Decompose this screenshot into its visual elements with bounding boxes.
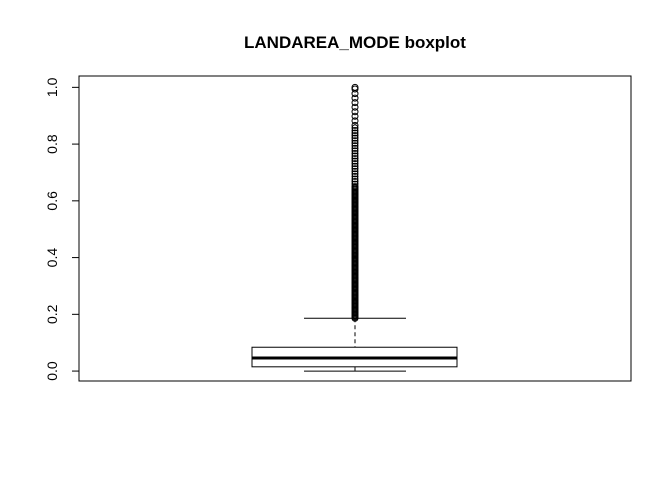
y-tick-label: 1.0 <box>44 77 60 97</box>
outlier-point <box>351 103 359 111</box>
chart-title: LANDAREA_MODE boxplot <box>244 33 466 52</box>
outlier-point <box>351 144 359 152</box>
outlier-point <box>351 83 359 91</box>
outlier-point <box>351 147 359 155</box>
outlier-point <box>351 183 359 191</box>
outlier-point <box>351 137 359 145</box>
outlier-point <box>351 167 359 175</box>
outlier-point <box>351 139 359 147</box>
outlier-point <box>351 142 359 150</box>
outlier-point <box>351 162 359 170</box>
y-tick-label: 0.6 <box>44 191 60 211</box>
outlier-point <box>351 94 359 102</box>
outlier-point <box>351 160 359 168</box>
outlier-point <box>351 129 359 137</box>
outlier-point <box>351 170 359 178</box>
outlier-points <box>351 83 359 322</box>
outlier-point <box>351 117 359 125</box>
box <box>251 317 458 372</box>
y-axis: 0.0 0.2 0.4 0.6 0.8 1.0 <box>44 77 80 381</box>
outlier-point <box>351 108 359 116</box>
outlier-point <box>351 155 359 163</box>
outlier-point <box>351 149 359 157</box>
outlier-point <box>351 157 359 165</box>
y-tick-label: 0.4 <box>44 248 60 268</box>
outlier-point <box>351 175 359 183</box>
y-tick-label: 0.0 <box>44 361 60 381</box>
outlier-point <box>351 124 359 132</box>
outlier-point <box>351 112 359 120</box>
outlier-point <box>351 134 359 142</box>
outlier-point <box>351 126 359 134</box>
outlier-point <box>351 180 359 188</box>
outlier-point <box>351 172 359 180</box>
outlier-point <box>351 152 359 160</box>
y-tick-label: 0.8 <box>44 134 60 154</box>
y-tick-label: 0.2 <box>44 304 60 324</box>
outlier-point <box>351 132 359 140</box>
outlier-point <box>351 99 359 107</box>
outlier-point <box>351 165 359 173</box>
outlier-point <box>351 121 359 129</box>
outlier-point <box>351 178 359 186</box>
